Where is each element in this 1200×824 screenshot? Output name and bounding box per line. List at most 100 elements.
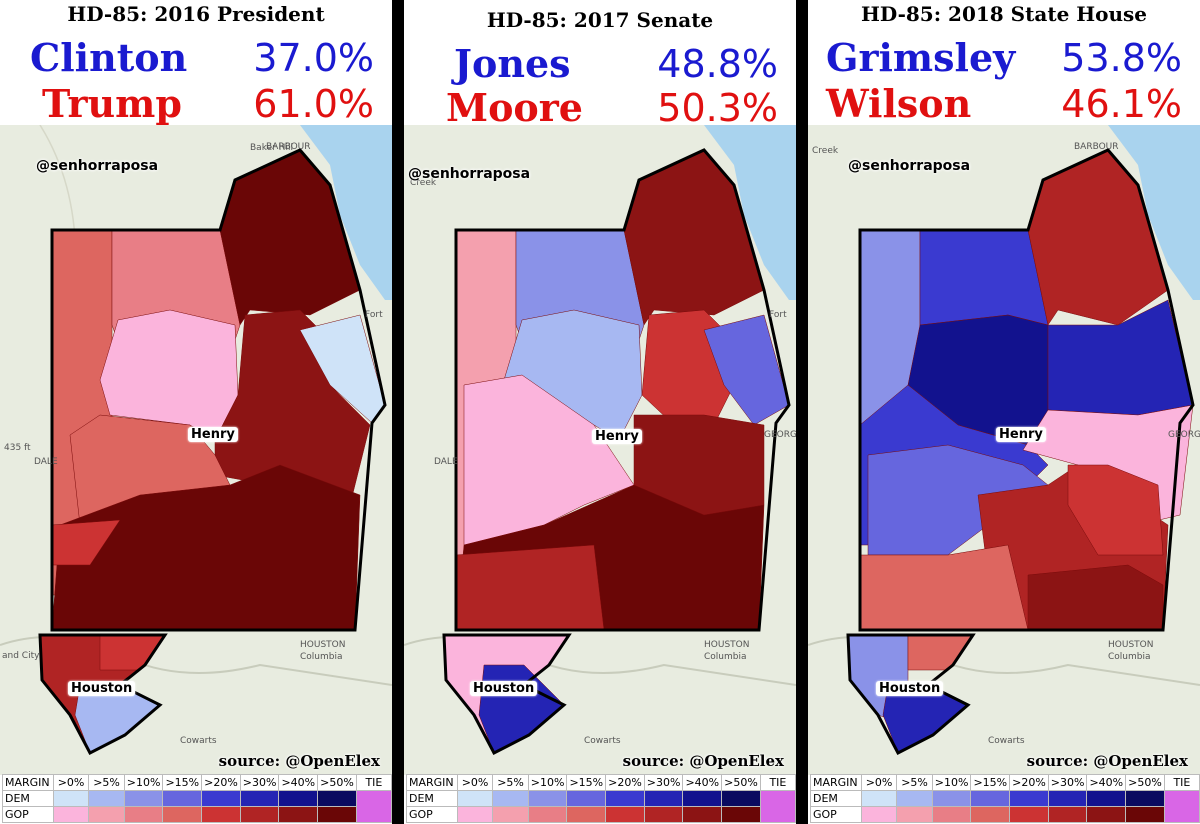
houston-county-outline: [442, 633, 572, 756]
legend-bin: >5%: [88, 774, 125, 791]
legend-dem-swatch: [527, 790, 568, 807]
legend-margin-label: MARGIN: [810, 774, 862, 791]
legend-gop-swatch: [721, 806, 761, 823]
legend-bin: >5%: [896, 774, 933, 791]
source-credit: source: @OpenElex: [1026, 752, 1188, 770]
legend-gop-label: GOP: [406, 806, 458, 823]
gop-candidate-name: Wilson: [826, 81, 972, 126]
precinct-south-west: [859, 544, 1029, 631]
henry-county-outline: [50, 148, 387, 632]
basemap-georgia: GEORGIA: [1168, 430, 1200, 440]
basemap-barbour: BARBOUR: [266, 142, 311, 152]
precinct-southwest: [455, 544, 605, 631]
county-label-henry: Henry: [592, 429, 642, 444]
legend-dem-swatch: [1086, 790, 1127, 807]
legend-dem-swatch: [1125, 790, 1165, 807]
legend-bin: >10%: [931, 774, 972, 791]
precinct-map: [808, 125, 1200, 775]
basemap-cowarts: Cowarts: [584, 736, 621, 746]
basemap-houston: HOUSTON: [300, 640, 346, 650]
legend-gop-swatch: [317, 806, 357, 823]
gop-candidate-pct: 61.0%: [253, 82, 374, 126]
basemap-cowarts: Cowarts: [180, 736, 217, 746]
legend-bin: >0%: [456, 774, 494, 791]
legend-bin: >5%: [492, 774, 529, 791]
basemap-barbour: BARBOUR: [1074, 142, 1119, 152]
basemap-columbia: Columbia: [1108, 652, 1151, 662]
legend-dem-swatch: [88, 790, 125, 807]
legend-gop-swatch: [1009, 806, 1049, 823]
gop-candidate-pct: 46.1%: [1061, 82, 1182, 126]
basemap-dale: DALE: [434, 457, 458, 467]
legend-dem-swatch: [239, 790, 280, 807]
basemap-fort: Fort: [365, 310, 383, 320]
panel-2016-president: HD-85: 2016 President Clinton 37.0% Trum…: [0, 0, 392, 824]
legend-dem-swatch: [931, 790, 972, 807]
legend-bin: >15%: [162, 774, 203, 791]
basemap-houston: HOUSTON: [1108, 640, 1154, 650]
houston-county-outline: [846, 633, 976, 756]
source-credit: source: @OpenElex: [218, 752, 380, 770]
county-label-houston: Houston: [876, 681, 944, 696]
legend-bin: >20%: [1009, 774, 1049, 791]
basemap-land-city: and City: [2, 651, 40, 661]
legend-bin: >0%: [52, 774, 90, 791]
legend-dem-swatch: [896, 790, 933, 807]
legend-bin: >10%: [527, 774, 568, 791]
legend-dem-swatch: [605, 790, 645, 807]
basemap-georgia: GEORGIA: [764, 430, 796, 440]
county-label-henry: Henry: [188, 427, 238, 442]
legend-dem-swatch: [456, 790, 494, 807]
legend-dem-label: DEM: [810, 790, 862, 807]
basemap-columbia: Columbia: [300, 652, 343, 662]
legend-bin: >30%: [643, 774, 684, 791]
legend-margin-label: MARGIN: [2, 774, 54, 791]
river-water: [1108, 125, 1200, 300]
legend-tie-label: TIE: [759, 774, 796, 791]
legend-dem-swatch: [643, 790, 684, 807]
henry-county-outline: [858, 148, 1195, 632]
legend-gop-swatch: [123, 806, 164, 823]
margin-legend: MARGIN >0% >5% >10% >15% >20% >30% >40% …: [406, 774, 796, 823]
gop-candidate-name: Trump: [42, 81, 182, 126]
legend-dem-label: DEM: [406, 790, 458, 807]
margin-legend: MARGIN >0% >5% >10% >15% >20% >30% >40% …: [810, 774, 1200, 823]
basemap-cowarts: Cowarts: [988, 736, 1025, 746]
basemap-creek: Creek: [812, 146, 839, 156]
legend-bin: >20%: [605, 774, 645, 791]
legend-gop-label: GOP: [2, 806, 54, 823]
dem-candidate-name: Grimsley: [826, 35, 1016, 80]
legend-dem-swatch: [52, 790, 90, 807]
map-svg: [808, 125, 1200, 775]
precinct-east-south: [1067, 464, 1164, 556]
precinct-north-central: [919, 229, 1049, 326]
gop-candidate-pct: 50.3%: [657, 86, 778, 130]
legend-dem-swatch: [682, 790, 723, 807]
legend-bin: >0%: [860, 774, 898, 791]
legend-margin-label: MARGIN: [406, 774, 458, 791]
river-water: [300, 125, 392, 300]
legend-bin: >15%: [566, 774, 607, 791]
legend-tie-swatch: [759, 790, 796, 823]
legend-bin: >40%: [1086, 774, 1127, 791]
precinct-south: [1027, 564, 1164, 631]
legend-dem-swatch: [1009, 790, 1049, 807]
twitter-handle: @senhorraposa: [36, 158, 159, 174]
legend-gop-swatch: [931, 806, 972, 823]
houston-county-outline: [38, 633, 168, 756]
henry-county-outline: [454, 148, 791, 632]
legend-bin: >20%: [201, 774, 241, 791]
legend-tie-swatch: [355, 790, 392, 823]
legend-dem-label: DEM: [2, 790, 54, 807]
legend-gop-swatch: [605, 806, 645, 823]
basemap-elev: 435 ft: [4, 443, 31, 453]
map-svg: [0, 124, 392, 775]
precinct-fort: [703, 314, 790, 426]
legend-dem-swatch: [860, 790, 898, 807]
legend-gop-swatch: [201, 806, 241, 823]
panel-2017-senate: HD-85: 2017 Senate Jones 48.8% Moore 50.…: [404, 0, 796, 824]
legend-gop-swatch: [278, 806, 319, 823]
legend-tie-label: TIE: [1163, 774, 1200, 791]
precinct-map: [0, 124, 392, 775]
basemap-houston: HOUSTON: [704, 640, 750, 650]
